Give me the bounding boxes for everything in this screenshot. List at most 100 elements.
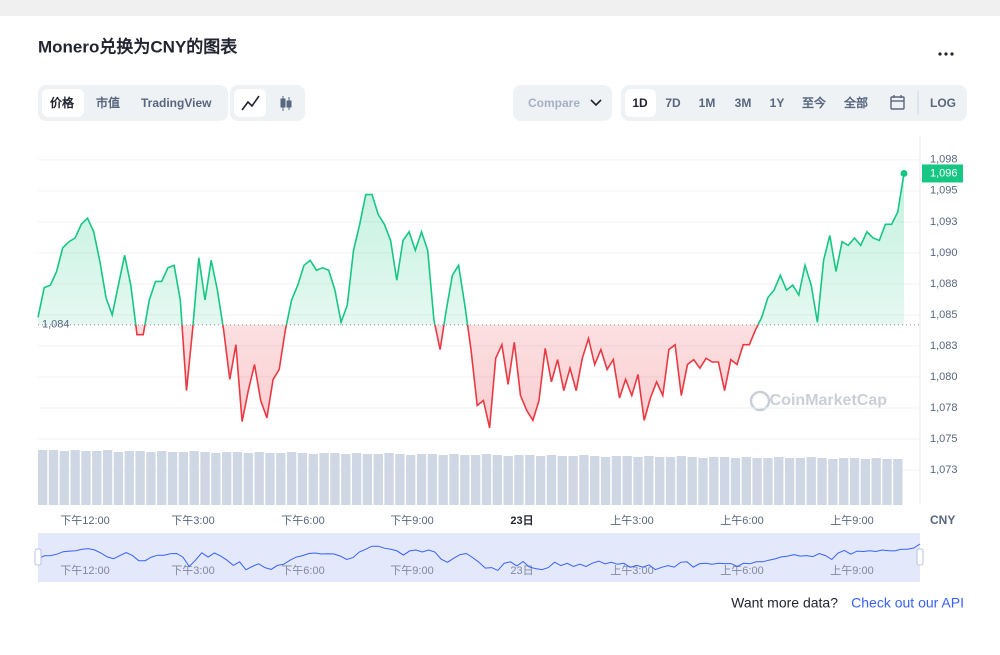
volume-bar <box>839 458 849 505</box>
line-icon[interactable] <box>241 95 260 111</box>
price-line-up <box>37 173 905 325</box>
x-tick-label: 23日 <box>510 514 533 527</box>
navigator-tick-label: 下午6:00 <box>281 564 324 577</box>
volume-bar <box>893 459 903 505</box>
watermark-logo <box>749 390 771 412</box>
y-tick-label: 1,088 <box>930 278 958 290</box>
currency: CNY <box>930 513 955 527</box>
navigator-line <box>37 543 921 572</box>
navigator-tick-label: 上午6:00 <box>720 564 763 577</box>
range-tab[interactable]: 1Y <box>770 96 785 110</box>
volume-bar <box>676 456 686 505</box>
volume-bar <box>330 453 340 505</box>
volume-bar <box>395 454 405 505</box>
y-tick-label: 1,085 <box>930 309 958 321</box>
volume-bar <box>622 456 632 505</box>
range-group <box>621 85 967 121</box>
volume-bar <box>860 459 871 505</box>
y-tick-label: 1,083 <box>930 340 958 352</box>
x-tick-label: 下午12:00 <box>60 514 110 527</box>
x-tick-label: 上午9:00 <box>830 514 873 527</box>
navigator-handle[interactable] <box>34 548 42 566</box>
volume-bar <box>362 454 373 505</box>
top-strip <box>0 0 1000 16</box>
volume-bar <box>590 456 600 505</box>
volume-bar <box>557 456 567 505</box>
volume-bar <box>817 458 827 505</box>
navigator[interactable] <box>38 533 920 582</box>
volume-bar <box>416 454 427 505</box>
volume-bar <box>730 458 741 505</box>
view-tab[interactable]: TradingView <box>141 96 212 110</box>
volume-bar <box>146 452 156 505</box>
volume-bar <box>546 455 557 505</box>
volume-bar <box>438 455 448 505</box>
volume-bar <box>503 456 513 505</box>
volume-bar <box>286 452 297 505</box>
navigator-tick-label: 下午3:00 <box>171 564 214 577</box>
volume-bar <box>579 455 589 505</box>
range-tab[interactable]: 7D <box>665 96 681 110</box>
y-tick-label: 1,093 <box>930 216 958 228</box>
range-tab[interactable]: 1M <box>699 96 716 110</box>
volume-bar <box>232 452 243 505</box>
watermark: CoinMarketCap <box>770 392 888 409</box>
y-tick-label: 1,078 <box>930 402 958 414</box>
navigator-tick-label: 上午9:00 <box>830 564 873 577</box>
navigator-tick-label: 下午12:00 <box>60 564 110 577</box>
volume-bar <box>849 458 860 505</box>
volume-bar <box>611 456 622 505</box>
x-tick-label: 上午6:00 <box>720 514 763 527</box>
compare-dropdown[interactable] <box>513 85 612 121</box>
volume-bar <box>774 457 784 505</box>
volume-bar <box>38 450 48 505</box>
active-range-bg <box>625 89 656 117</box>
navigator-handle[interactable] <box>916 548 924 566</box>
y-tick-label: 1,080 <box>930 371 958 383</box>
volume-bar <box>384 453 394 505</box>
price-line-down <box>134 324 759 428</box>
y-tick-label: 1,098 <box>930 154 958 166</box>
volume-bar <box>406 455 416 505</box>
range-tab[interactable]: 3M <box>735 96 752 110</box>
volume-bar <box>698 458 708 505</box>
volume-bar <box>644 456 654 505</box>
volume-bar <box>135 451 145 505</box>
volume-bar <box>276 453 286 505</box>
volume-bar <box>102 450 113 505</box>
volume-bar <box>70 450 80 505</box>
volume-bar <box>211 453 221 505</box>
y-tick-label: 1,095 <box>930 185 958 197</box>
range-tab[interactable]: 至今 <box>802 95 827 110</box>
volume-bar <box>784 458 795 505</box>
more-menu[interactable] <box>938 52 954 56</box>
x-tick-label: 下午3:00 <box>171 514 214 527</box>
candle-icon[interactable] <box>280 96 292 111</box>
volume-bar <box>763 458 773 505</box>
volume-bar <box>189 451 199 505</box>
volume-bar <box>243 453 253 505</box>
volume-bar <box>665 457 676 505</box>
range-tab[interactable]: 全部 <box>843 95 868 110</box>
api-link[interactable]: Check out our API <box>851 595 964 611</box>
chevron <box>590 99 602 107</box>
x-tick-label: 下午9:00 <box>390 514 433 527</box>
volume-bar <box>297 453 308 505</box>
view-tab[interactable]: 市值 <box>96 95 120 110</box>
volume-bar <box>200 452 210 505</box>
volume-bar <box>709 457 719 505</box>
active-tab-bg <box>42 89 84 117</box>
view-group <box>38 85 228 121</box>
calendar-icon[interactable] <box>890 95 905 110</box>
view-tab[interactable]: 价格 <box>50 95 75 110</box>
volume-bar <box>492 455 502 505</box>
volume-bar <box>157 451 167 505</box>
volume-bar <box>600 457 611 505</box>
volume-bar <box>568 456 578 505</box>
log-toggle[interactable]: LOG <box>930 96 956 110</box>
footer-prompt: Want more data? <box>731 595 838 611</box>
volume-bar <box>373 454 383 505</box>
range-tab[interactable]: 1D <box>632 96 648 110</box>
volume-bar <box>427 454 438 505</box>
